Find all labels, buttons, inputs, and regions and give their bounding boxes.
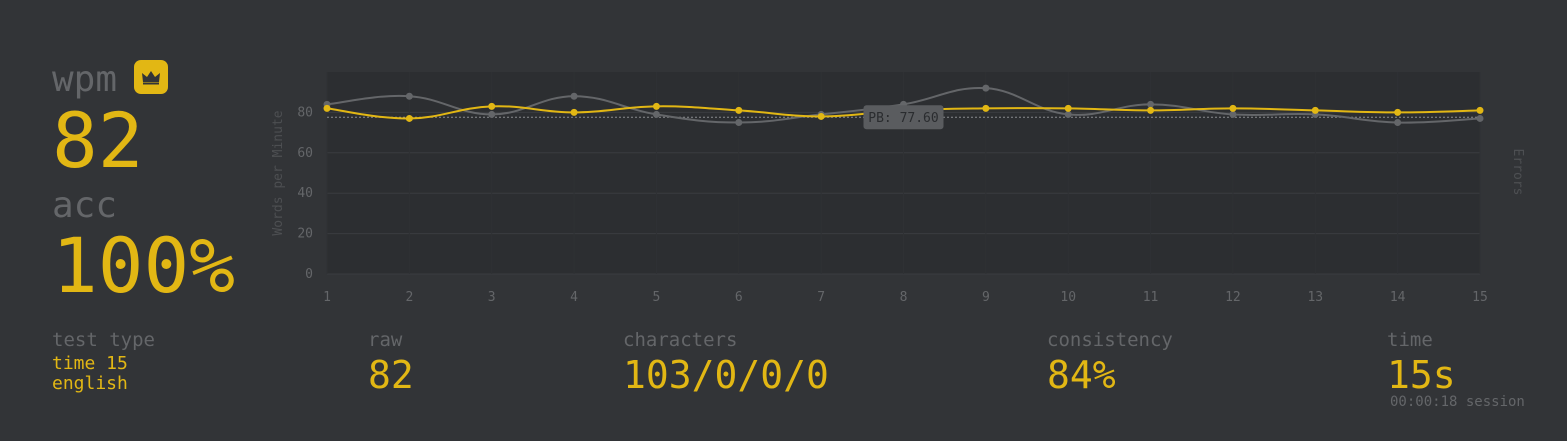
x-tick-label: 7 <box>817 290 825 305</box>
session-time: 00:00:18 session <box>1390 394 1525 410</box>
raw-point[interactable] <box>982 84 990 92</box>
x-tick-label: 2 <box>405 290 413 305</box>
raw-point[interactable] <box>1229 110 1237 118</box>
characters-label: characters <box>623 329 738 351</box>
x-tick-label: 10 <box>1060 290 1076 305</box>
x-tick-label: 13 <box>1307 290 1323 305</box>
wpm-point[interactable] <box>982 104 990 112</box>
raw-point[interactable] <box>1147 100 1155 108</box>
wpm-chart[interactable]: 0 20 40 60 80 1 2 3 4 5 6 7 8 9 10 11 12 13 14 15 PB: 77.6… <box>260 60 1560 320</box>
wpm-point[interactable] <box>323 104 331 112</box>
acc-label: acc <box>52 185 118 226</box>
acc-value: 100% <box>52 221 236 310</box>
x-tick-label: 11 <box>1143 290 1159 305</box>
wpm-point[interactable] <box>817 112 825 120</box>
x-tick-label: 15 <box>1472 290 1488 305</box>
crown-icon[interactable] <box>134 60 168 94</box>
wpm-point[interactable] <box>488 102 496 110</box>
x-tick-label: 14 <box>1390 290 1406 305</box>
test-type-line2: english <box>52 373 128 394</box>
wpm-point[interactable] <box>405 114 413 122</box>
test-type-line1: time 15 <box>52 353 128 374</box>
chart-grid <box>326 72 1481 275</box>
wpm-point[interactable] <box>1311 106 1319 114</box>
wpm-point[interactable] <box>735 106 743 114</box>
raw-point[interactable] <box>570 92 578 100</box>
raw-point[interactable] <box>405 92 413 100</box>
x-tick-label: 8 <box>900 290 908 305</box>
y-axis-ticks: 0 20 40 60 80 <box>297 105 313 282</box>
raw-point[interactable] <box>735 119 743 126</box>
y-tick-label: 80 <box>297 105 313 120</box>
x-tick-label: 12 <box>1225 290 1241 305</box>
wpm-point[interactable] <box>1394 108 1402 116</box>
x-tick-label: 1 <box>323 290 331 305</box>
wpm-point[interactable] <box>1147 106 1155 114</box>
x-tick-label: 5 <box>653 290 661 305</box>
pb-badge-bg <box>863 105 944 130</box>
raw-value: 82 <box>368 353 414 397</box>
x-axis-ticks: 1 2 3 4 5 6 7 8 9 10 11 12 13 14 15 <box>323 290 1488 305</box>
raw-point[interactable] <box>652 110 660 118</box>
raw-label: raw <box>368 329 403 351</box>
test-type-label: test type <box>52 329 155 351</box>
y-tick-label: 0 <box>305 267 313 282</box>
pb-badge-label: PB: 77.60 <box>868 111 938 126</box>
y-axis-label: Words per Minute <box>271 110 286 235</box>
time-label: time <box>1387 329 1433 351</box>
wpm-value: 82 <box>52 96 144 185</box>
y-tick-label: 20 <box>297 227 313 242</box>
y-tick-label: 60 <box>297 146 313 161</box>
raw-point[interactable] <box>1394 119 1402 126</box>
x-tick-label: 3 <box>488 290 496 305</box>
y2-axis-label: Errors <box>1510 149 1525 196</box>
characters-value: 103/0/0/0 <box>623 353 829 397</box>
time-value: 15s <box>1387 353 1456 397</box>
pb-badge: PB: 77.60 <box>863 105 944 130</box>
y-tick-label: 40 <box>297 186 313 201</box>
wpm-point[interactable] <box>1476 106 1484 114</box>
x-tick-label: 9 <box>982 290 990 305</box>
x-tick-label: 6 <box>735 290 743 305</box>
wpm-point[interactable] <box>652 102 660 110</box>
wpm-point[interactable] <box>1064 104 1072 112</box>
consistency-label: consistency <box>1047 329 1173 351</box>
consistency-value: 84% <box>1047 353 1116 397</box>
raw-point[interactable] <box>1476 114 1484 122</box>
wpm-point[interactable] <box>570 108 578 116</box>
wpm-point[interactable] <box>1229 104 1237 112</box>
wpm-label: wpm <box>52 59 118 100</box>
raw-point[interactable] <box>488 110 496 118</box>
raw-point[interactable] <box>1064 110 1072 118</box>
x-tick-label: 4 <box>570 290 578 305</box>
crown-icon-svg <box>142 71 160 85</box>
